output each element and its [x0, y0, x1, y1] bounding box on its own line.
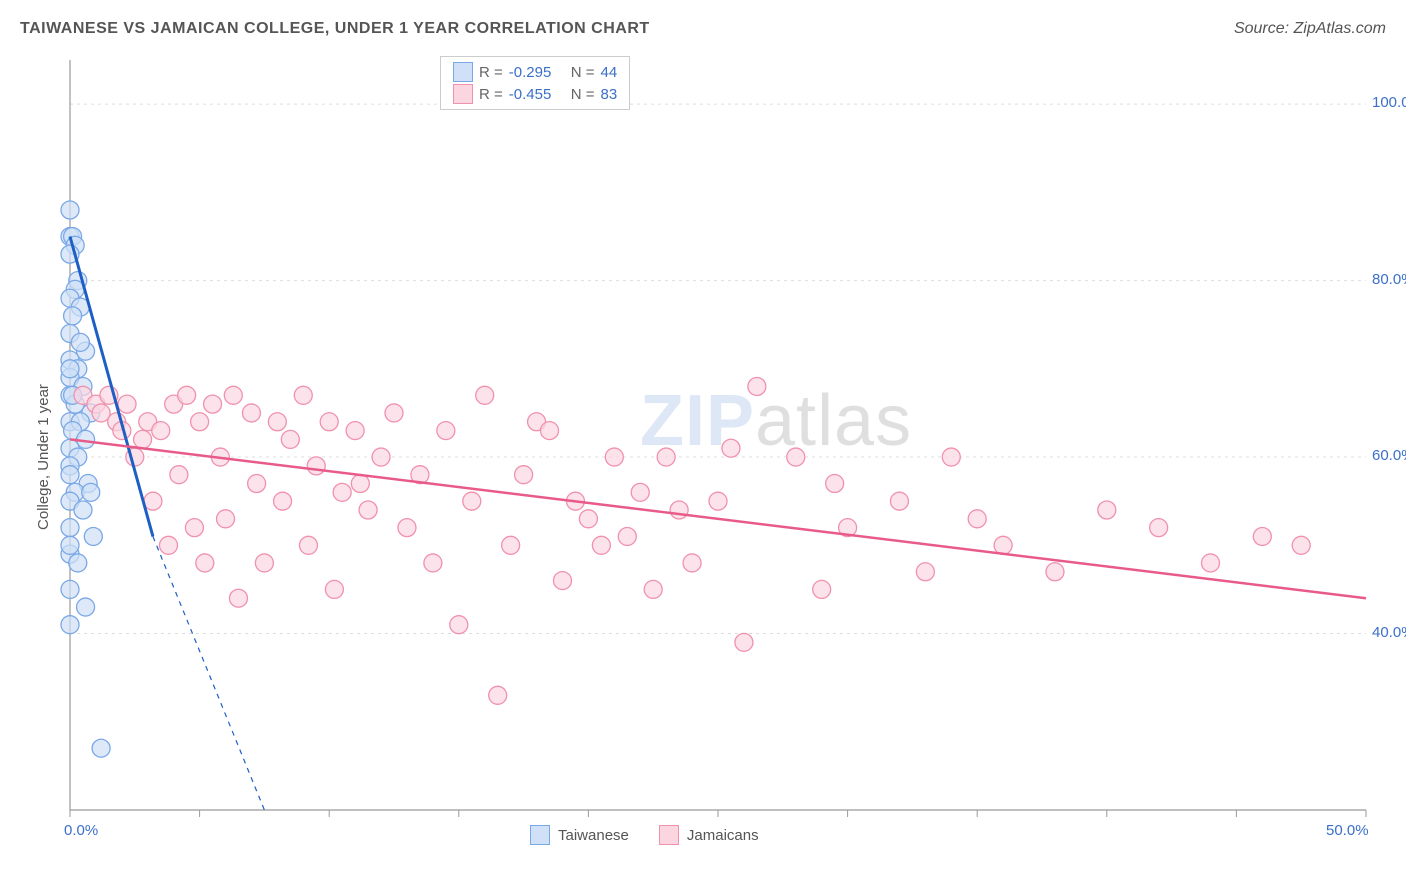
chart-svg	[20, 50, 1386, 850]
x-tick-label: 50.0%	[1326, 822, 1369, 839]
legend-row: R =-0.295N =44	[453, 61, 617, 83]
legend-item: Jamaicans	[659, 825, 759, 845]
scatter-chart: ZIPatlas College, Under 1 year R =-0.295…	[20, 50, 1386, 850]
x-tick-label: 0.0%	[64, 822, 98, 839]
legend-series: Taiwanese Jamaicans	[530, 825, 759, 845]
legend-swatch	[530, 825, 550, 845]
legend-label: Jamaicans	[687, 827, 759, 844]
legend-swatch	[453, 84, 473, 104]
y-axis-label: College, Under 1 year	[35, 384, 52, 530]
source-attribution: Source: ZipAtlas.com	[1234, 20, 1386, 38]
legend-correlation: R =-0.295N =44R =-0.455N =83	[440, 56, 630, 110]
legend-row: R =-0.455N =83	[453, 83, 617, 105]
legend-swatch	[453, 62, 473, 82]
legend-swatch	[659, 825, 679, 845]
legend-label: Taiwanese	[558, 827, 629, 844]
chart-title: TAIWANESE VS JAMAICAN COLLEGE, UNDER 1 Y…	[20, 20, 650, 38]
legend-item: Taiwanese	[530, 825, 629, 845]
